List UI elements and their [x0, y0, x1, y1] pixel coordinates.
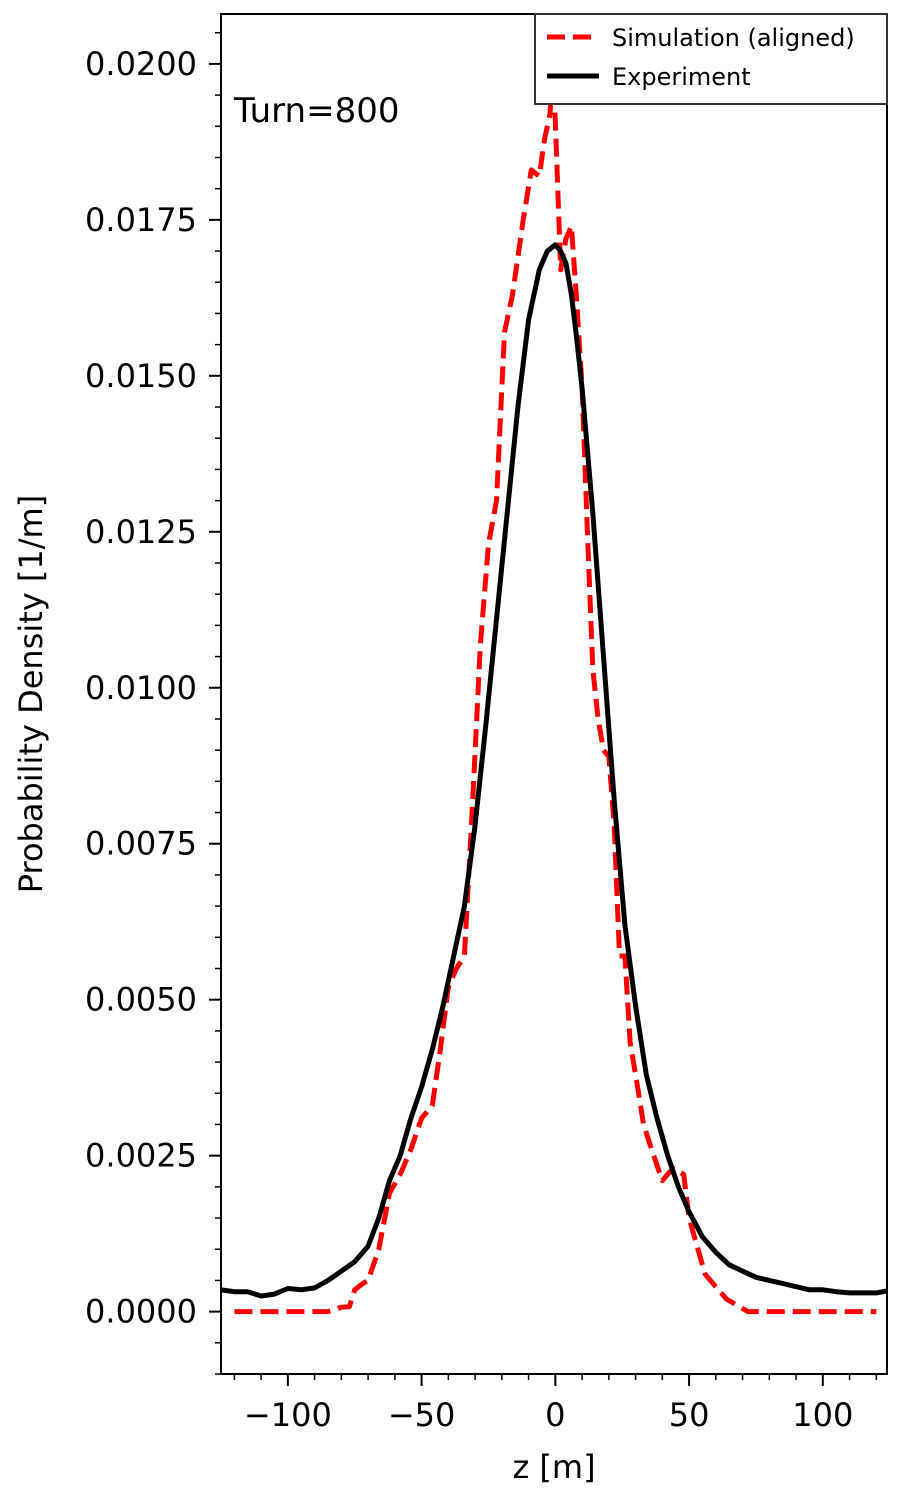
legend-label-simulation: Simulation (aligned) — [612, 24, 855, 52]
plot-area — [220, 13, 888, 1375]
series-layer — [221, 73, 887, 1315]
x-axis-label: z [m] — [512, 1448, 595, 1486]
y-tick-label: 0.0025 — [85, 1137, 197, 1175]
y-axis: 0.0000 0.0025 0.0050 0.0075 0.0100 0.0125 0.01… — [85, 31, 221, 1375]
y-tick-label: 0.0175 — [85, 201, 197, 239]
y-tick-label: 0.0200 — [85, 45, 197, 83]
plot-frame — [220, 13, 888, 1375]
y-tick-label: 0.0125 — [85, 513, 197, 551]
y-tick-label: 0.0075 — [85, 825, 197, 863]
legend-box — [534, 13, 888, 105]
y-tick-label: 0.0050 — [85, 981, 197, 1019]
x-tick-label: −100 — [244, 1396, 332, 1434]
x-tick-label: −50 — [388, 1396, 456, 1434]
legend: Simulation (aligned) Experiment — [534, 13, 888, 105]
x-tick-label: 0 — [545, 1396, 565, 1434]
y-tick-label: 0.0100 — [85, 669, 197, 707]
legend-label-experiment: Experiment — [612, 63, 751, 91]
y-tick-label: 0.0000 — [85, 1293, 197, 1331]
x-tick-label: 100 — [792, 1396, 853, 1434]
series-line-simulation — [234, 73, 877, 1315]
x-axis: −100 −50 0 50 100 — [233, 1374, 878, 1434]
y-axis-label: Probability Density [1/m] — [12, 495, 50, 893]
series-line-experiment — [221, 242, 887, 1299]
x-tick-label: 50 — [669, 1396, 710, 1434]
turn-annotation: Turn=800 — [233, 91, 399, 131]
y-tick-label: 0.0150 — [85, 357, 197, 395]
